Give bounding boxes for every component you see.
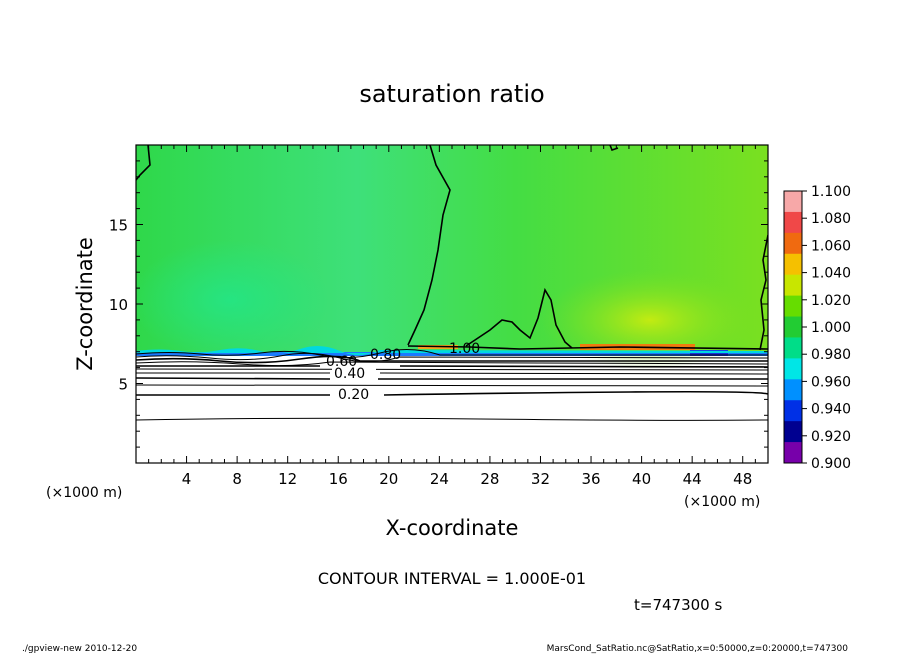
colorbar-swatch-4 xyxy=(784,274,802,297)
contour-line-0.80 xyxy=(136,355,768,364)
contour-line-dense-6 xyxy=(136,384,768,387)
y-tick-label-10: 10 xyxy=(109,296,128,314)
y-tick-label-15: 15 xyxy=(109,217,128,235)
x-tick-label-20: 20 xyxy=(379,470,398,488)
colorbar-swatch-6 xyxy=(784,316,802,338)
contour-line-0.40 xyxy=(136,377,768,380)
colorbar-label-0.900: 0.900 xyxy=(811,456,851,472)
contour-line-0.20 xyxy=(136,390,768,396)
colorbar-swatch-10 xyxy=(784,400,802,422)
contour-label-0.40: 0.40 xyxy=(334,366,365,382)
y-unit-label: (×1000 m) xyxy=(46,485,122,501)
x-tick-label-24: 24 xyxy=(430,470,449,488)
colorbar-label-0.980: 0.980 xyxy=(811,347,851,363)
contour-line-0.10 xyxy=(136,417,768,421)
colorbar-label-0.960: 0.960 xyxy=(811,374,851,390)
colorbar-swatch-8 xyxy=(784,358,802,380)
colorbar-label-1.040: 1.040 xyxy=(811,266,851,282)
contour-line-1.00-right-edge xyxy=(759,234,768,351)
x-tick-label-4: 4 xyxy=(182,470,192,488)
contour-label-0.20: 0.20 xyxy=(338,387,369,403)
x-axis-label: X-coordinate xyxy=(386,516,519,540)
x-tick-label-16: 16 xyxy=(329,470,348,488)
contour-line-dense-3 xyxy=(136,361,768,367)
colorbar-swatch-7 xyxy=(784,337,802,359)
contour-line-1.00-upper xyxy=(407,145,573,349)
colorbar-swatch-5 xyxy=(784,295,802,318)
x-tick-label-48: 48 xyxy=(733,470,752,488)
y-axis-ticks: 5 10 15 xyxy=(109,160,768,448)
colorbar-label-0.920: 0.920 xyxy=(811,429,851,445)
x-tick-label-8: 8 xyxy=(232,470,242,488)
time-text: t=747300 s xyxy=(634,596,722,614)
y-tick-label-5: 5 xyxy=(118,376,128,394)
colorbar-swatch-3 xyxy=(784,253,802,276)
contour-label-1.00: 1.00 xyxy=(449,341,480,357)
contour-line-dense-4 xyxy=(136,368,768,371)
contour-line-dense-1 xyxy=(136,349,768,359)
chart-title: saturation ratio xyxy=(359,80,544,108)
colorbar-label-1.100: 1.100 xyxy=(811,184,851,200)
x-tick-label-44: 44 xyxy=(683,470,702,488)
y-axis-label: Z-coordinate xyxy=(73,237,97,371)
colorbar-label-1.080: 1.080 xyxy=(811,211,851,227)
cyan-edge xyxy=(136,345,768,356)
contour-line-1.00 xyxy=(407,345,768,350)
colorbar-swatch-0 xyxy=(784,191,802,213)
contour-line-dense-5 xyxy=(136,372,768,375)
x-axis-ticks: 4 8 12 16 20 24 28 32 36 40 44 48 xyxy=(148,145,756,488)
colorbar-label-0.940: 0.940 xyxy=(811,402,851,418)
colorbar-label-1.020: 1.020 xyxy=(811,293,851,309)
x-tick-label-32: 32 xyxy=(531,470,550,488)
colorbar: 1.100 1.080 1.060 1.040 1.020 1.000 0.980 0.960… xyxy=(783,184,851,472)
colorbar-swatch-9 xyxy=(784,379,802,401)
plot-area: 1.00 0.80 0.60 0.40 0.20 xyxy=(136,145,768,421)
colorbar-swatch-1 xyxy=(784,211,802,234)
footer-left: ./gpview-new 2010-12-20 xyxy=(22,644,137,654)
contour-lines xyxy=(136,145,768,421)
colorbar-label-1.060: 1.060 xyxy=(811,238,851,254)
contour-line-0.60 xyxy=(136,365,768,368)
contour-interval-text: CONTOUR INTERVAL = 1.000E-01 xyxy=(318,569,586,588)
contour-line-1.00-left-edge xyxy=(136,145,151,181)
colorbar-label-1.000: 1.000 xyxy=(811,320,851,336)
colorbar-swatch-2 xyxy=(784,232,802,255)
contour-labels: 1.00 0.80 0.60 0.40 0.20 xyxy=(326,341,480,403)
footer-right: MarsCond_SatRatio.nc@SatRatio,x=0:50000,… xyxy=(547,644,849,654)
x-tick-label-40: 40 xyxy=(632,470,651,488)
contour-label-0.80: 0.80 xyxy=(370,347,401,363)
colorbar-swatch-11 xyxy=(784,421,802,443)
colorbar-swatch-12 xyxy=(784,442,802,464)
teal-region-left xyxy=(136,240,330,360)
x-tick-label-12: 12 xyxy=(278,470,297,488)
x-tick-label-28: 28 xyxy=(480,470,499,488)
x-unit-label: (×1000 m) xyxy=(684,494,760,510)
x-tick-label-36: 36 xyxy=(581,470,600,488)
